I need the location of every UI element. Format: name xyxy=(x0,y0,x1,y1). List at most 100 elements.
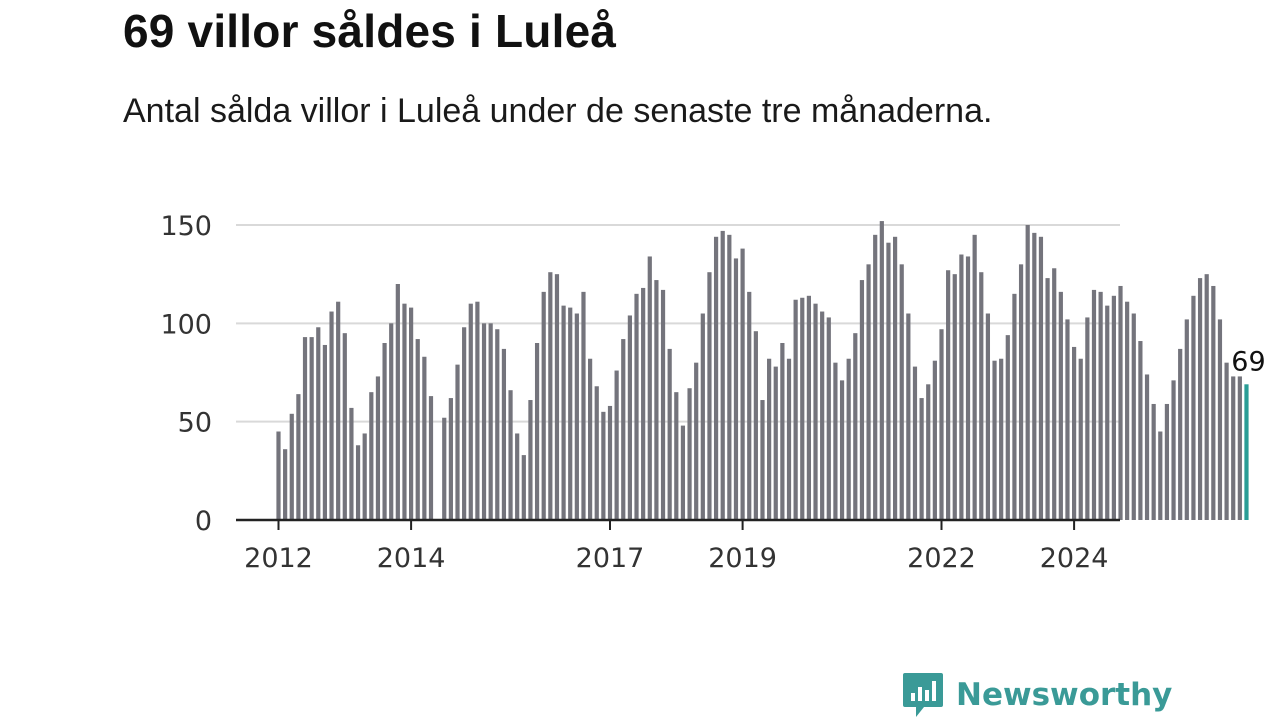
bar xyxy=(713,236,719,521)
x-tick-label: 2014 xyxy=(377,543,446,574)
bar xyxy=(336,301,341,520)
bar xyxy=(932,360,937,520)
bar xyxy=(906,313,911,520)
bar xyxy=(402,303,407,520)
bar xyxy=(733,258,739,520)
bar xyxy=(839,380,845,520)
bar xyxy=(1005,335,1010,520)
bar xyxy=(1231,376,1236,520)
bar xyxy=(647,256,652,520)
bar xyxy=(276,431,281,520)
bar xyxy=(959,254,964,520)
bar xyxy=(1032,232,1037,520)
bar xyxy=(853,333,858,520)
highlight-annotation: 69 xyxy=(1229,344,1268,380)
bar xyxy=(767,358,772,520)
bar xyxy=(1091,289,1097,520)
x-tick-label: 2022 xyxy=(907,543,976,574)
bar xyxy=(654,280,659,520)
bar xyxy=(1184,319,1189,520)
x-tick-label: 2024 xyxy=(1040,543,1109,574)
bar xyxy=(1204,274,1209,520)
bar xyxy=(342,333,347,520)
bar xyxy=(965,256,971,520)
bar xyxy=(846,358,851,520)
bar xyxy=(1085,317,1090,520)
bar xyxy=(588,358,593,520)
bar xyxy=(448,398,453,520)
bar xyxy=(806,295,811,520)
bar xyxy=(594,386,599,520)
bar xyxy=(1012,293,1017,520)
bar xyxy=(607,405,613,520)
bar xyxy=(879,221,884,521)
bar xyxy=(534,343,540,520)
bar xyxy=(972,234,977,521)
bar xyxy=(773,366,778,520)
bar xyxy=(1118,285,1123,520)
bar xyxy=(892,236,898,521)
bar xyxy=(422,356,427,520)
bar xyxy=(442,417,447,520)
bar xyxy=(1111,295,1116,520)
brand-name: Newsworthy xyxy=(956,677,1173,713)
bar xyxy=(1138,341,1143,520)
bar xyxy=(1098,291,1103,520)
bar xyxy=(521,455,526,520)
y-tick-label: 100 xyxy=(160,309,212,340)
bar xyxy=(992,360,997,520)
bar xyxy=(1045,278,1050,520)
highlight-bar xyxy=(1244,384,1249,520)
bar xyxy=(912,366,918,520)
bar xyxy=(322,344,328,520)
bar xyxy=(667,348,672,520)
bar xyxy=(455,364,460,520)
bar xyxy=(501,348,507,520)
bar xyxy=(999,358,1004,520)
bar xyxy=(1072,346,1077,520)
bar xyxy=(899,264,904,520)
bar xyxy=(1144,374,1150,520)
bar xyxy=(395,284,400,520)
bar xyxy=(1197,278,1203,520)
x-tick-label: 2017 xyxy=(576,543,645,574)
bar xyxy=(568,307,573,520)
bar xyxy=(760,400,765,520)
bar xyxy=(826,317,831,520)
bar xyxy=(1178,348,1183,520)
bar xyxy=(1078,358,1083,520)
bar xyxy=(627,315,632,520)
bar xyxy=(859,280,865,520)
bar xyxy=(707,272,712,520)
bar xyxy=(1125,301,1130,520)
bar xyxy=(349,407,354,520)
bar xyxy=(488,323,493,520)
bar xyxy=(786,358,792,520)
bar xyxy=(316,327,321,520)
y-tick-label: 0 xyxy=(195,506,212,537)
y-axis-labels: 0 50 100 150 xyxy=(160,211,212,537)
bar xyxy=(462,327,467,520)
x-axis-labels: 2012 2014 2017 2019 2022 2024 xyxy=(244,520,1108,574)
bar xyxy=(820,311,825,520)
bar xyxy=(409,307,414,520)
bar xyxy=(601,411,606,520)
bar xyxy=(382,343,387,520)
bar xyxy=(389,323,394,520)
bar xyxy=(919,398,924,520)
bar xyxy=(581,291,586,520)
x-tick-label: 2019 xyxy=(708,543,777,574)
bar xyxy=(1237,376,1242,520)
chart-subtitle: Antal sålda villor i Luleå under de sena… xyxy=(123,92,993,130)
y-tick-label: 50 xyxy=(178,408,212,439)
bar xyxy=(302,337,308,520)
bar xyxy=(329,311,334,520)
bar xyxy=(740,248,745,520)
bar xyxy=(1164,403,1170,520)
x-tick-label: 2012 xyxy=(244,543,313,574)
bar xyxy=(833,362,838,520)
y-tick-label: 150 xyxy=(160,211,212,242)
bar xyxy=(800,297,805,520)
bar xyxy=(1052,268,1057,520)
